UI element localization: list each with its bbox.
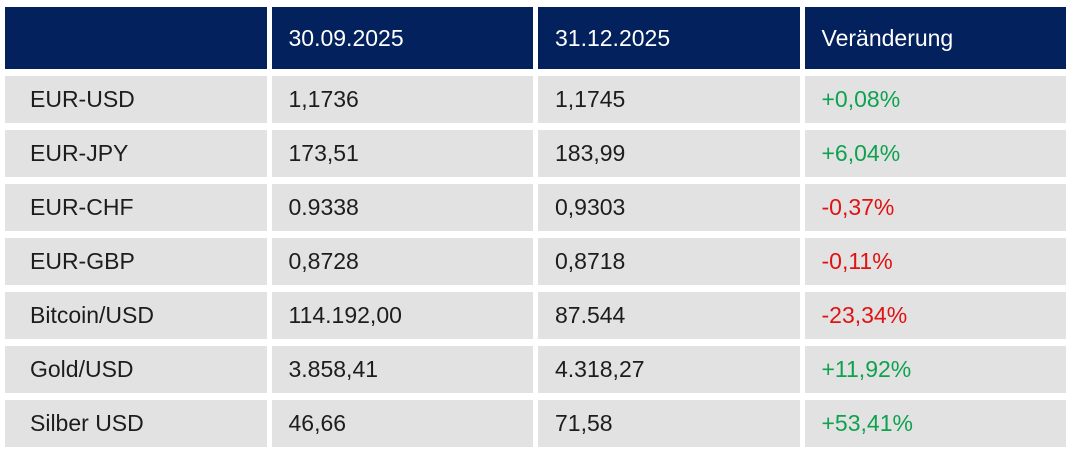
instrument-label: Bitcoin/USD [5, 292, 267, 339]
instrument-label: Gold/USD [5, 346, 267, 393]
header-blank-cell [5, 7, 267, 69]
value-cell-1: 0,8728 [271, 238, 533, 285]
change-cell: +11,92% [804, 346, 1066, 393]
table-row-eur-jpy: EUR-JPY 173,51 183,99 +6,04% [5, 130, 1066, 177]
instrument-label: EUR-USD [5, 76, 267, 123]
value-cell-1: 0.9338 [271, 184, 533, 231]
change-cell: -0,11% [804, 238, 1066, 285]
table-body: EUR-USD 1,1736 1,1745 +0,08% EUR-JPY 173… [5, 76, 1066, 447]
header-date-1: 30.09.2025 [271, 7, 533, 69]
value-cell-2: 183,99 [538, 130, 800, 177]
header-date-2: 31.12.2025 [538, 7, 800, 69]
table-row-eur-usd: EUR-USD 1,1736 1,1745 +0,08% [5, 76, 1066, 123]
value-cell-2: 87.544 [538, 292, 800, 339]
value-cell-2: 1,1745 [538, 76, 800, 123]
value-cell-2: 4.318,27 [538, 346, 800, 393]
change-cell: +0,08% [804, 76, 1066, 123]
value-cell-1: 1,1736 [271, 76, 533, 123]
instrument-label: EUR-CHF [5, 184, 267, 231]
table-row-gold-usd: Gold/USD 3.858,41 4.318,27 +11,92% [5, 346, 1066, 393]
change-cell: +6,04% [804, 130, 1066, 177]
header-row: 30.09.2025 31.12.2025 Veränderung [5, 7, 1066, 69]
value-cell-1: 46,66 [271, 400, 533, 447]
value-cell-2: 71,58 [538, 400, 800, 447]
value-cell-1: 3.858,41 [271, 346, 533, 393]
instrument-label: EUR-GBP [5, 238, 267, 285]
header-change: Veränderung [804, 7, 1066, 69]
change-cell: -0,37% [804, 184, 1066, 231]
change-cell: +53,41% [804, 400, 1066, 447]
table-row-eur-chf: EUR-CHF 0.9338 0,9303 -0,37% [5, 184, 1066, 231]
instrument-label: Silber USD [5, 400, 267, 447]
value-cell-1: 114.192,00 [271, 292, 533, 339]
value-cell-1: 173,51 [271, 130, 533, 177]
table-header: 30.09.2025 31.12.2025 Veränderung [5, 7, 1066, 69]
table-row-silber-usd: Silber USD 46,66 71,58 +53,41% [5, 400, 1066, 447]
value-cell-2: 0,8718 [538, 238, 800, 285]
instrument-label: EUR-JPY [5, 130, 267, 177]
change-cell: -23,34% [804, 292, 1066, 339]
table-row-bitcoin-usd: Bitcoin/USD 114.192,00 87.544 -23,34% [5, 292, 1066, 339]
table-row-eur-gbp: EUR-GBP 0,8728 0,8718 -0,11% [5, 238, 1066, 285]
value-cell-2: 0,9303 [538, 184, 800, 231]
